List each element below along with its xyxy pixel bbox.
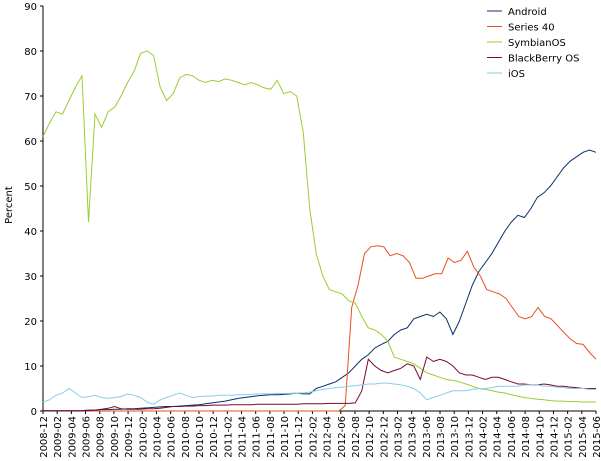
x-tick-label: 2012-04 [323, 416, 334, 458]
series-line-blackberry-os [43, 356, 596, 412]
x-tick-label: 2009-08 [96, 416, 107, 458]
x-tick-label: 2013-06 [422, 416, 433, 458]
series-line-symbianos [42, 50, 596, 403]
x-tick-label: 2008-12 [39, 416, 50, 458]
x-tick-label: 2010-10 [195, 416, 206, 458]
x-ticks: 2008-12 2009-02 2009-04 2009-06 2009-08 2009-… [39, 411, 601, 458]
x-tick-label: 2011-02 [223, 416, 234, 458]
y-tick-label: 60 [24, 137, 37, 148]
legend-label: BlackBerry OS [508, 54, 579, 65]
x-tick-label: 2009-06 [82, 416, 93, 458]
y-tick-label: 40 [24, 227, 37, 238]
x-tick-label: 2009-04 [67, 416, 78, 458]
legend-label: Series 40 [508, 23, 555, 34]
legend-label: Android [508, 7, 547, 18]
x-tick-label: 2014-02 [479, 416, 490, 458]
x-tick-label: 2012-06 [337, 416, 348, 458]
x-tick-label: 2015-06 [592, 416, 601, 458]
y-tick-label: 70 [24, 92, 37, 103]
y-tick-label: 20 [24, 317, 37, 328]
x-tick-label: 2012-10 [365, 416, 376, 458]
x-tick-label: 2010-08 [181, 416, 192, 458]
legend-label: iOS [508, 69, 525, 80]
x-tick-label: 2013-08 [436, 416, 447, 458]
series-line-ios [42, 382, 596, 405]
x-tick-label: 2010-06 [167, 416, 178, 458]
x-tick-label: 2014-10 [535, 416, 546, 458]
x-tick-label: 2011-12 [294, 416, 305, 458]
x-tick-label: 2012-08 [351, 416, 362, 458]
x-tick-label: 2011-10 [280, 416, 291, 458]
y-tick-label: 30 [24, 272, 37, 283]
x-tick-label: 2009-12 [124, 416, 135, 458]
y-tick-label: 90 [24, 2, 37, 13]
y-tick-label: 10 [24, 362, 37, 373]
x-tick-label: 2013-12 [464, 416, 475, 458]
x-tick-label: 2010-04 [152, 416, 163, 458]
y-tick-label: 80 [24, 47, 37, 58]
y-tick-label: 50 [24, 182, 37, 193]
x-tick-label: 2010-02 [138, 416, 149, 458]
x-tick-label: 2009-10 [110, 416, 121, 458]
series-lines [42, 50, 597, 412]
x-tick-label: 2010-12 [209, 416, 220, 458]
x-tick-label: 2009-02 [53, 416, 64, 458]
x-tick-label: 2014-06 [507, 416, 518, 458]
x-tick-label: 2011-04 [238, 416, 249, 458]
y-tick-label: 0 [31, 407, 37, 418]
series-line-series-40 [43, 245, 597, 412]
x-tick-label: 2014-08 [521, 416, 532, 458]
x-tick-label: 2014-12 [549, 416, 560, 458]
series-line-android [43, 149, 597, 412]
y-axis-label: Percent [4, 186, 15, 224]
legend-label: SymbianOS [508, 38, 566, 49]
x-tick-label: 2013-02 [393, 416, 404, 458]
y-ticks: 0 10 20 30 40 50 60 70 80 90 [24, 2, 43, 418]
x-tick-label: 2013-10 [450, 416, 461, 458]
axes [42, 6, 596, 412]
x-tick-label: 2012-02 [308, 416, 319, 458]
x-tick-label: 2015-04 [578, 416, 589, 458]
x-tick-label: 2011-08 [266, 416, 277, 458]
x-tick-label: 2012-12 [379, 416, 390, 458]
x-tick-label: 2013-04 [408, 416, 419, 458]
x-tick-label: 2015-02 [564, 416, 575, 458]
x-tick-label: 2014-04 [493, 416, 504, 458]
x-tick-label: 2011-06 [252, 416, 263, 458]
legend: Android Series 40 SymbianOS BlackBerry OS iO… [487, 7, 579, 80]
